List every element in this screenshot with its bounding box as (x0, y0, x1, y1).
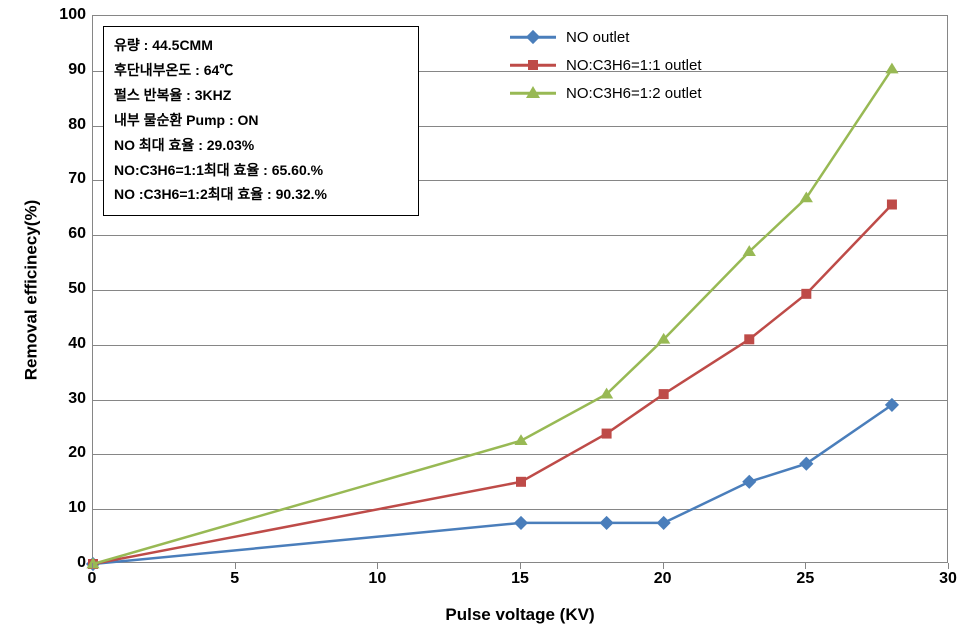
data-marker (742, 475, 756, 489)
x-axis-label: Pulse voltage (KV) (445, 605, 594, 625)
info-line: 펄스 반복율 : 3KHZ (114, 83, 408, 108)
info-line: NO:C3H6=1:1최대 효율 : 65.60.% (114, 158, 408, 183)
legend-swatch (510, 30, 556, 44)
info-line: NO :C3H6=1:2최대 효율 : 90.32.% (114, 182, 408, 207)
legend: NO outlet NO:C3H6=1:1 outlet NO:C3H6=1:2 o… (506, 18, 766, 112)
info-box: 유량 : 44.5CMM후단내부온도 : 64℃펄스 반복율 : 3KHZ내부 … (103, 26, 419, 216)
info-line: 유량 : 44.5CMM (114, 33, 408, 58)
data-marker (514, 516, 528, 530)
legend-item: NO:C3H6=1:2 outlet (510, 80, 762, 106)
data-marker (600, 516, 614, 530)
x-tick-mark (805, 563, 806, 569)
x-tick-label: 25 (796, 570, 814, 588)
data-marker (885, 398, 899, 412)
legend-label: NO:C3H6=1:2 outlet (566, 85, 702, 102)
y-tick-label: 90 (68, 61, 86, 79)
x-tick-mark (520, 563, 521, 569)
data-marker (514, 434, 527, 445)
data-marker (657, 516, 671, 530)
y-tick-label: 20 (68, 444, 86, 462)
info-line: 후단내부온도 : 64℃ (114, 58, 408, 83)
legend-swatch (510, 58, 556, 72)
x-tick-mark (377, 563, 378, 569)
x-tick-label: 15 (511, 570, 529, 588)
y-tick-label: 50 (68, 280, 86, 298)
chart-container: 0 10 20 30 40 50 60 70 80 90 100 0 5 10 15 20 25 30 Remo… (0, 0, 980, 641)
data-marker (887, 200, 897, 210)
x-tick-label: 10 (368, 570, 386, 588)
data-marker (885, 63, 898, 74)
legend-item: NO outlet (510, 24, 762, 50)
data-marker (659, 389, 669, 399)
series-line (93, 205, 892, 564)
y-tick-label: 40 (68, 335, 86, 353)
x-tick-mark (235, 563, 236, 569)
info-line: NO 최대 효율 : 29.03% (114, 133, 408, 158)
data-marker (602, 429, 612, 439)
x-tick-label: 5 (230, 570, 239, 588)
square-icon (528, 60, 538, 70)
legend-label: NO outlet (566, 29, 629, 46)
x-tick-mark (92, 563, 93, 569)
legend-label: NO:C3H6=1:1 outlet (566, 57, 702, 74)
data-marker (516, 477, 526, 487)
y-tick-label: 60 (68, 225, 86, 243)
x-tick-mark (948, 563, 949, 569)
triangle-icon (526, 86, 540, 98)
data-marker (744, 334, 754, 344)
y-tick-label: 10 (68, 499, 86, 517)
y-tick-label: 30 (68, 390, 86, 408)
x-tick-label: 30 (939, 570, 957, 588)
y-tick-label: 0 (77, 554, 86, 572)
y-axis-label: Removal efficinecy(%) (22, 200, 42, 380)
data-marker (801, 289, 811, 299)
info-line: 내부 물순환 Pump : ON (114, 108, 408, 133)
x-tick-mark (663, 563, 664, 569)
legend-swatch (510, 86, 556, 100)
legend-item: NO:C3H6=1:1 outlet (510, 52, 762, 78)
x-tick-label: 20 (654, 570, 672, 588)
x-tick-label: 0 (88, 570, 97, 588)
data-marker (799, 457, 813, 471)
y-tick-label: 80 (68, 116, 86, 134)
y-tick-label: 70 (68, 170, 86, 188)
diamond-icon (526, 30, 540, 44)
y-tick-label: 100 (59, 6, 86, 24)
